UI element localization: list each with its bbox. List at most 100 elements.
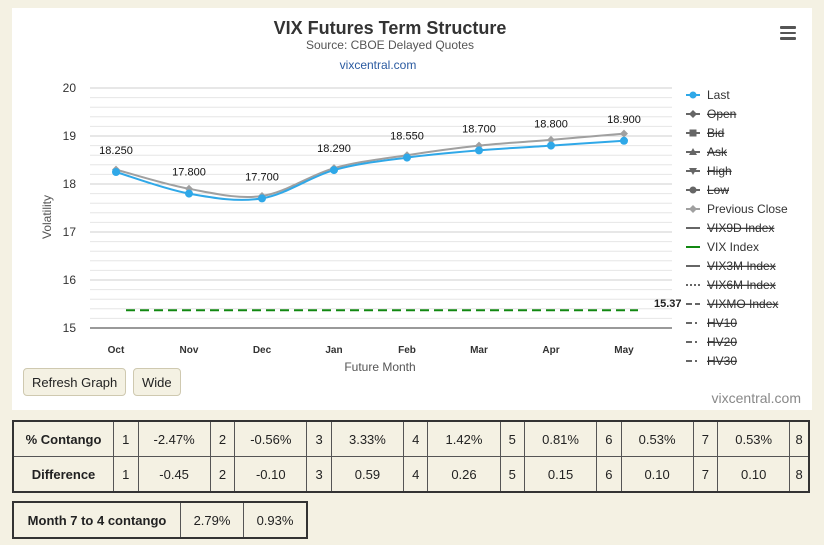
- legend-label: HV10: [707, 316, 737, 330]
- series-line-previous-close: [115, 132, 625, 198]
- legend-label: Bid: [707, 126, 724, 140]
- legend-diamond-icon: [689, 205, 697, 213]
- value-cell: 3.33%: [330, 420, 404, 457]
- last-point[interactable]: [112, 168, 120, 176]
- month-number-cell: 2: [209, 456, 236, 493]
- last-data-label: 18.700: [462, 123, 496, 135]
- legend-item[interactable]: Previous Close: [686, 202, 788, 216]
- last-point[interactable]: [403, 153, 411, 162]
- refresh-graph-button[interactable]: Refresh Graph: [23, 368, 127, 396]
- month-number-cell: 4: [402, 456, 429, 493]
- month-contango-table: Month 7 to 4 contango 2.79% 0.93%: [12, 501, 308, 539]
- legend-label: VIX Index: [707, 240, 759, 254]
- month-number-cell: 1: [113, 420, 139, 457]
- month-number-cell: 2: [209, 420, 236, 457]
- month-number-cell: 5: [499, 456, 526, 493]
- last-point[interactable]: [475, 146, 483, 155]
- value-cell: 0.10: [620, 456, 694, 493]
- legend-item[interactable]: Last: [686, 88, 730, 102]
- last-data-label: 18.550: [390, 131, 424, 143]
- last-point[interactable]: [258, 194, 266, 203]
- y-tick-label: 16: [63, 273, 77, 287]
- legend-item[interactable]: HV30: [686, 354, 737, 368]
- x-tick-label: Dec: [253, 345, 272, 356]
- series-line-last: [115, 139, 625, 201]
- last-data-label: 18.800: [534, 119, 568, 131]
- contango-row-label: Difference: [12, 456, 114, 493]
- legend-label: Low: [707, 183, 729, 197]
- contango-table-row: Difference 1 -0.45 2 -0.10 3 0.59 4 0.26 5 0.15 6 0.…: [12, 456, 810, 493]
- legend-item[interactable]: High: [686, 164, 732, 178]
- y-tick-label: 20: [63, 81, 77, 95]
- legend-label: Last: [707, 88, 730, 102]
- legend-triangle-icon: [689, 148, 697, 155]
- x-tick-label: Apr: [542, 345, 559, 356]
- legend-circle-icon: [689, 186, 697, 194]
- month-number-cell: 8: [789, 456, 810, 493]
- x-axis-label: Future Month: [344, 360, 415, 374]
- value-cell: -0.45: [137, 456, 211, 493]
- chart-subtitle: Source: CBOE Delayed Quotes: [306, 38, 474, 52]
- previous-close-point[interactable]: [547, 135, 555, 144]
- legend-triangle-down-icon: [689, 168, 697, 175]
- legend-label: Previous Close: [707, 202, 788, 216]
- legend-item[interactable]: Open: [686, 107, 736, 121]
- y-tick-label: 15: [63, 321, 77, 335]
- hamburger-menu-icon[interactable]: [780, 26, 796, 40]
- value-cell: 0.10: [717, 456, 791, 493]
- month-number-cell: 4: [402, 420, 429, 457]
- contango-table: % Contango 1 -2.47% 2 -0.56% 3 3.33% 4 1.42% 5 0.8…: [12, 420, 810, 493]
- legend-label: Open: [707, 107, 736, 121]
- legend-label: VIX6M Index: [707, 278, 776, 292]
- month-contango-value-2: 0.93%: [243, 501, 308, 539]
- last-point[interactable]: [620, 136, 628, 145]
- value-cell: -2.47%: [137, 420, 211, 457]
- last-data-label: 17.800: [172, 167, 206, 179]
- x-tick-label: May: [614, 345, 634, 356]
- wide-button[interactable]: Wide: [133, 368, 181, 396]
- value-cell: -0.56%: [234, 420, 308, 457]
- legend-label: VIXMO Index: [707, 297, 778, 311]
- legend-item[interactable]: Bid: [686, 126, 724, 140]
- value-cell: 0.53%: [620, 420, 694, 457]
- value-cell: -0.10: [234, 456, 308, 493]
- month-contango-row: Month 7 to 4 contango 2.79% 0.93%: [12, 501, 308, 539]
- last-point[interactable]: [185, 189, 193, 198]
- legend-item[interactable]: VIX Index: [686, 240, 759, 254]
- month-number-cell: 8: [789, 420, 810, 457]
- x-tick-label: Jan: [325, 345, 342, 356]
- legend-item[interactable]: HV10: [686, 316, 737, 330]
- legend-item[interactable]: VIX9D Index: [686, 221, 774, 235]
- x-tick-label: Nov: [180, 345, 199, 356]
- month-number-cell: 3: [306, 456, 332, 493]
- legend-label: VIX3M Index: [707, 259, 776, 273]
- legend-label: HV20: [707, 335, 737, 349]
- contango-table-row: % Contango 1 -2.47% 2 -0.56% 3 3.33% 4 1.42% 5 0.8…: [12, 420, 810, 457]
- last-point[interactable]: [547, 141, 555, 150]
- legend-label: High: [707, 164, 732, 178]
- legend-item[interactable]: Low: [686, 183, 729, 197]
- value-cell: 0.81%: [524, 420, 598, 457]
- legend-item[interactable]: Ask: [686, 145, 728, 159]
- legend-square-icon: [689, 129, 697, 137]
- month-number-cell: 6: [596, 420, 622, 457]
- legend-item[interactable]: VIX3M Index: [686, 259, 776, 273]
- legend-label: VIX9D Index: [707, 221, 774, 235]
- legend-item[interactable]: VIX6M Index: [686, 278, 776, 292]
- legend-item[interactable]: HV20: [686, 335, 737, 349]
- last-point[interactable]: [330, 166, 338, 175]
- previous-close-point[interactable]: [620, 129, 628, 138]
- value-cell: 1.42%: [427, 420, 501, 457]
- legend-diamond-icon: [689, 110, 697, 118]
- contango-row-label: % Contango: [12, 420, 114, 457]
- value-cell: 0.59: [330, 456, 404, 493]
- y-axis-label: Volatility: [40, 195, 54, 239]
- y-tick-label: 18: [63, 177, 77, 191]
- month-number-cell: 1: [113, 456, 139, 493]
- term-structure-chart: VIX Futures Term Structure Source: CBOE …: [40, 18, 801, 406]
- source-link[interactable]: vixcentral.com: [340, 58, 417, 72]
- chart-title: VIX Futures Term Structure: [274, 18, 507, 38]
- legend-item[interactable]: VIXMO Index: [686, 297, 778, 311]
- vix-index-label: 15.37: [654, 298, 682, 310]
- last-data-label: 17.700: [245, 171, 279, 183]
